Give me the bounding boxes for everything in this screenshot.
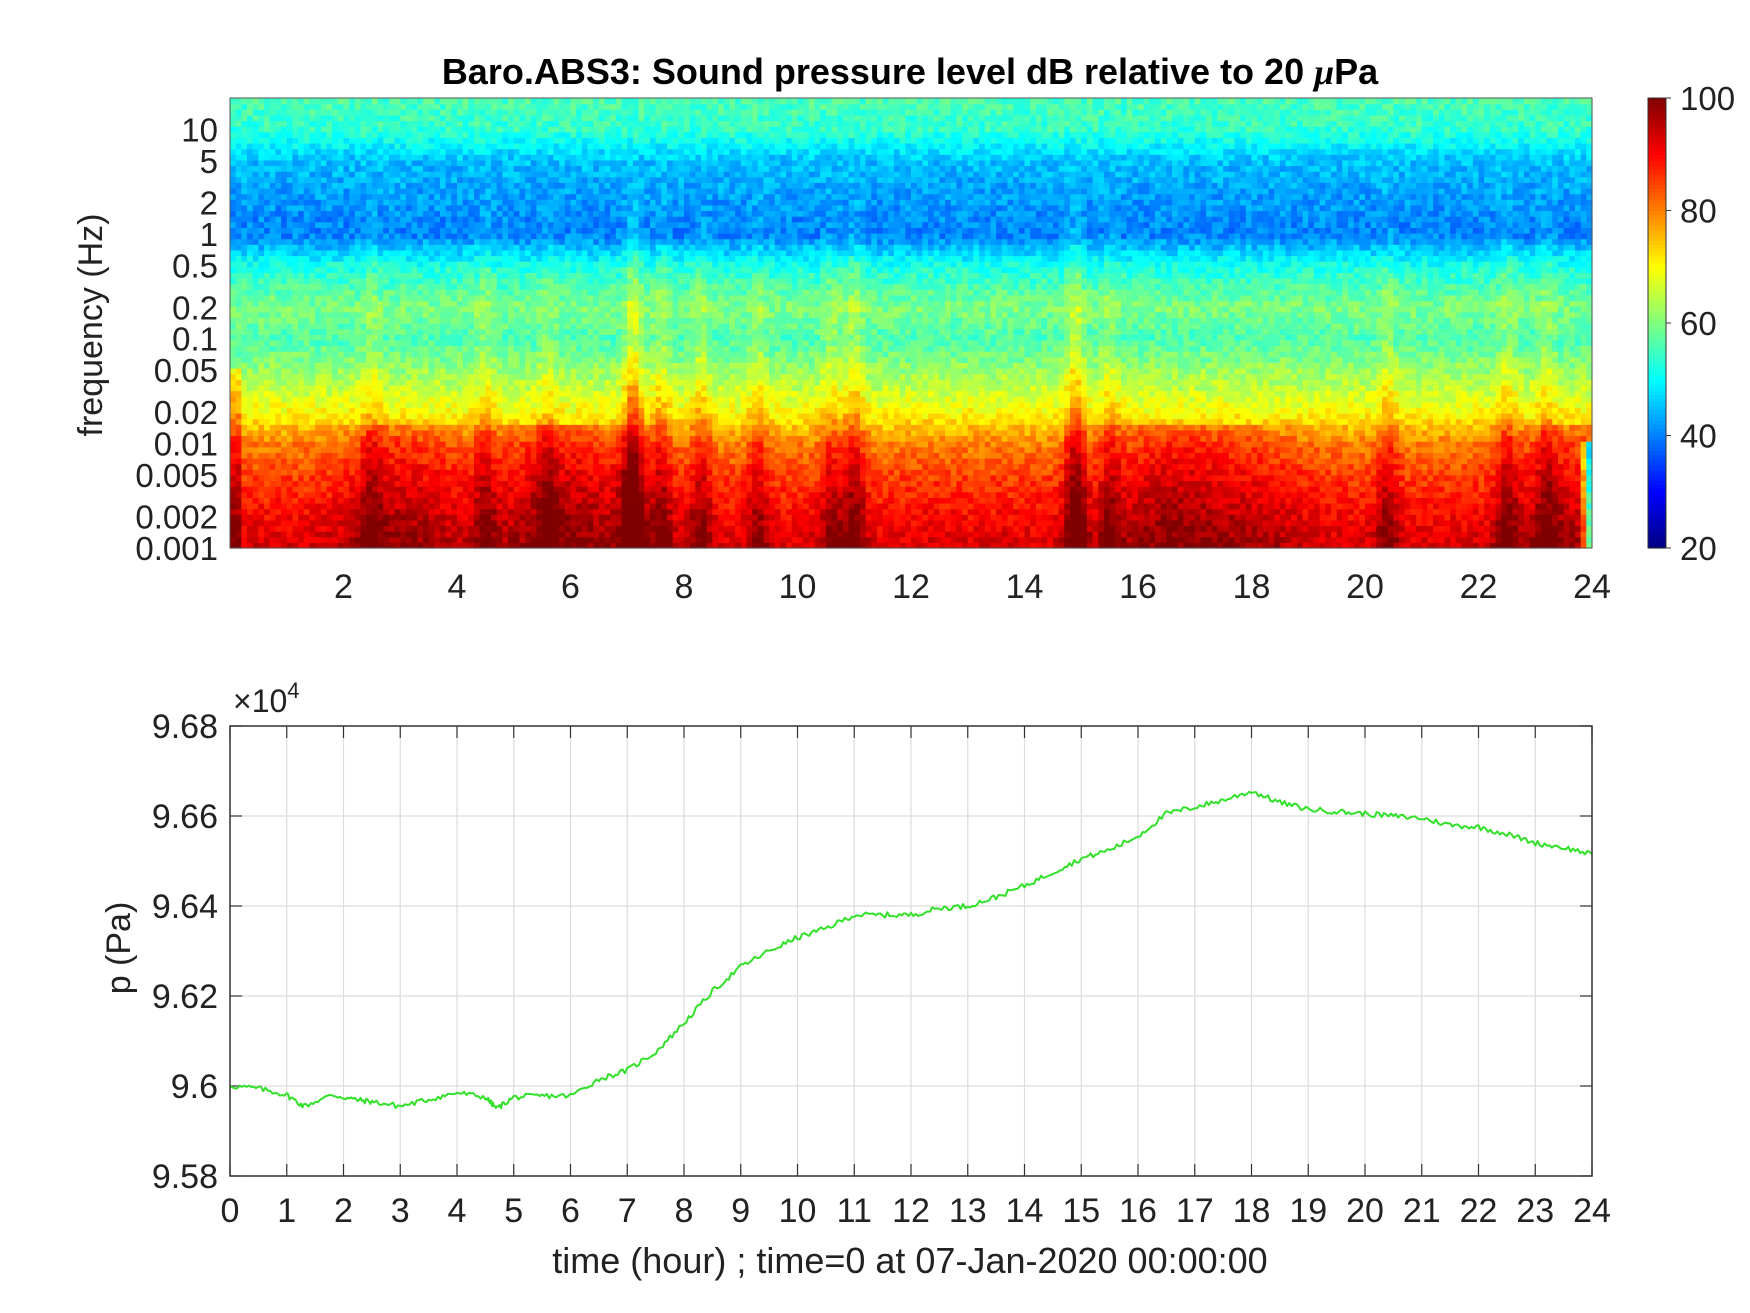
colorbar: 20 40 60 80 100: [1647, 80, 1735, 567]
spectrogram-x-tick-label: 16: [1119, 568, 1157, 606]
spectrogram-y-tick-label: 0.05: [154, 352, 218, 389]
spectrogram-x-tick-label: 24: [1573, 568, 1611, 606]
spectrogram-y-tick-label: 0.2: [172, 289, 218, 326]
spectrogram-x-tick-label: 6: [561, 568, 580, 606]
pressure-y-tick-label: 9.62: [152, 978, 218, 1016]
spectrogram-x-tick-label: 18: [1233, 568, 1271, 606]
spectrogram-x-tick-label: 10: [779, 568, 817, 606]
pressure-x-tick-label: 13: [949, 1192, 987, 1230]
pressure-y-tick-label: 9.6: [171, 1068, 218, 1106]
colorbar-tick-label: 60: [1680, 305, 1717, 342]
pressure-x-tick-label: 20: [1346, 1192, 1384, 1230]
pressure-y-ticks: 9.58 9.6 9.62 9.64 9.66 9.68: [152, 708, 218, 1196]
pressure-x-tick-label: 23: [1516, 1192, 1554, 1230]
pressure-x-tick-label: 6: [561, 1192, 580, 1230]
pressure-x-tick-label: 10: [779, 1192, 817, 1230]
colorbar-tick-label: 40: [1680, 418, 1717, 455]
pressure-x-tick-label: 3: [391, 1192, 410, 1230]
pressure-x-tick-label: 22: [1460, 1192, 1498, 1230]
spectrogram-y-tick-label: 0.01: [154, 425, 218, 462]
spectrogram-y-tick-label: 0.1: [172, 321, 218, 358]
pressure-x-tick-label: 7: [618, 1192, 637, 1230]
pressure-x-tick-label: 17: [1176, 1192, 1214, 1230]
spectrogram-y-tick-label: 0.005: [135, 457, 218, 494]
pressure-x-tick-label: 2: [334, 1192, 353, 1230]
spectrogram-plot: [229, 97, 1593, 549]
pressure-x-tick-label: 14: [1006, 1192, 1044, 1230]
spectrogram-x-tick-label: 20: [1346, 568, 1384, 606]
spectrogram-x-tick-label: 4: [448, 568, 467, 606]
pressure-x-tick-label: 16: [1119, 1192, 1157, 1230]
spectrogram-x-tick-label: 8: [675, 568, 694, 606]
spectrogram-y-tick-label: 0.02: [154, 394, 218, 431]
pressure-x-tick-label: 21: [1403, 1192, 1441, 1230]
pressure-x-ticks: 0 1 2 3 4 5 6 7 8 9 10 11 12 13 14 15 16 17 18 19 20 21 22 23 24: [221, 1192, 1611, 1230]
pressure-y-tick-label: 9.68: [152, 708, 218, 746]
pressure-y-tick-label: 9.58: [152, 1158, 218, 1196]
chart-title: Baro.ABS3: Sound pressure level dB relat…: [442, 51, 1379, 92]
pressure-x-tick-label: 24: [1573, 1192, 1611, 1230]
spectrogram-x-tick-label: 14: [1006, 568, 1044, 606]
pressure-x-tick-label: 15: [1062, 1192, 1100, 1230]
spectrogram-y-label: frequency (Hz): [72, 214, 110, 437]
pressure-x-tick-label: 4: [448, 1192, 467, 1230]
pressure-x-tick-label: 18: [1233, 1192, 1271, 1230]
pressure-y-label: p (Pa): [100, 902, 138, 995]
spectrogram-x-tick-label: 22: [1460, 568, 1498, 606]
pressure-x-tick-label: 9: [731, 1192, 750, 1230]
spectrogram-y-tick-label: 2: [200, 185, 218, 222]
pressure-y-tick-label: 9.64: [152, 888, 218, 926]
spectrogram-y-tick-label: 0.001: [135, 530, 218, 567]
colorbar-tick-label: 100: [1680, 80, 1735, 117]
pressure-x-tick-label: 8: [675, 1192, 694, 1230]
spectrogram-y-tick-label: 5: [200, 143, 218, 180]
spectrogram-y-tick-label: 1: [200, 216, 218, 253]
spectrogram-y-tick-label: 0.002: [135, 499, 218, 536]
pressure-y-tick-label: 9.66: [152, 798, 218, 836]
pressure-x-tick-label: 1: [277, 1192, 296, 1230]
spectrogram-x-tick-label: 2: [334, 568, 353, 606]
pressure-x-tick-label: 0: [221, 1192, 240, 1230]
pressure-x-tick-label: 12: [892, 1192, 930, 1230]
spectrogram-x-ticks: 2 4 6 8 10 12 14 16 18 20 22 24: [334, 568, 1611, 606]
pressure-x-tick-label: 19: [1289, 1192, 1327, 1230]
pressure-x-tick-label: 5: [504, 1192, 523, 1230]
pressure-x-tick-label: 11: [837, 1192, 872, 1230]
spectrogram-y-tick-label: 10: [181, 111, 218, 148]
spectrogram-y-tick-label: 0.5: [172, 248, 218, 285]
pressure-x-label: time (hour) ; time=0 at 07-Jan-2020 00:0…: [552, 1240, 1267, 1281]
spectrogram-y-ticks: 105 210.5 0.20.10.05 0.020.010.005 0.0020.00…: [135, 111, 218, 567]
pressure-exponent-label: ×104: [233, 678, 300, 719]
colorbar-tick-label: 80: [1680, 193, 1717, 230]
colorbar-tick-label: 20: [1680, 530, 1717, 567]
spectrogram-x-tick-label: 12: [892, 568, 930, 606]
pressure-series-line: [229, 790, 1593, 1110]
pressure-plot: [229, 725, 1593, 1177]
